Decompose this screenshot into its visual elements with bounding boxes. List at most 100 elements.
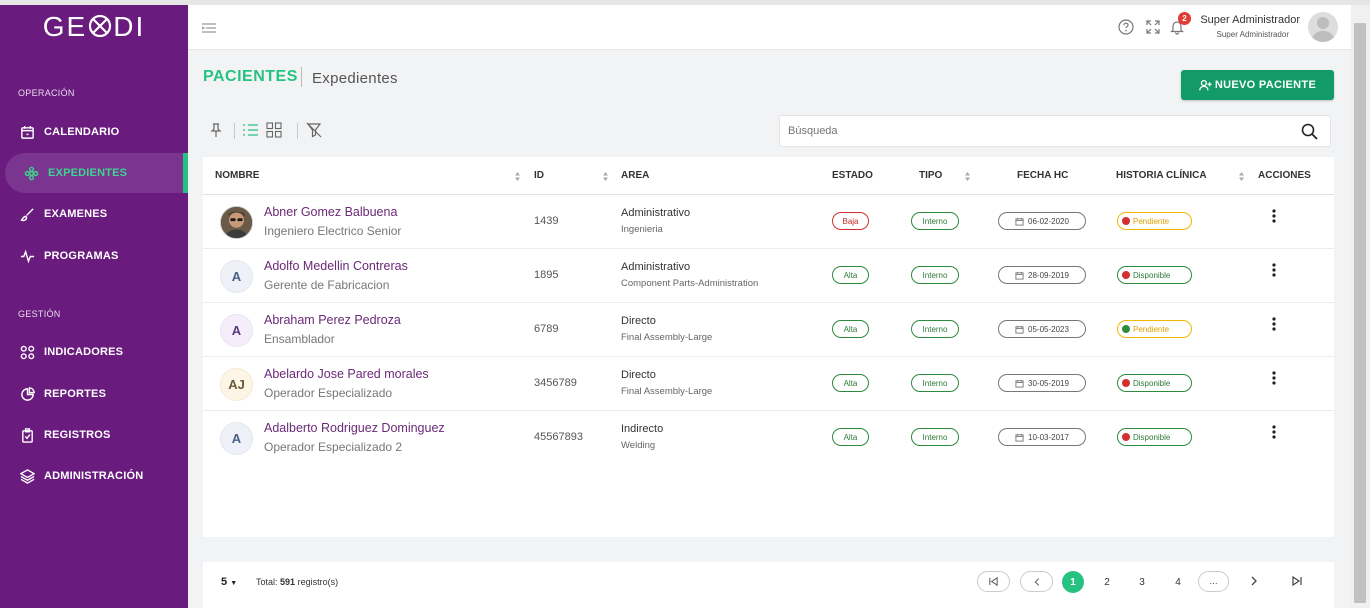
page-4-button[interactable]: 4 (1175, 576, 1181, 588)
column-header-historia-clinica[interactable]: HISTORIA CLÍNICA (1116, 170, 1207, 181)
type-badge: Interno (911, 428, 959, 446)
history-status-dot (1122, 433, 1130, 441)
sidebar-item-programas[interactable]: PROGRAMAS (0, 236, 188, 276)
more-pages-button[interactable]: ... (1198, 571, 1229, 592)
new-patient-button[interactable]: NUEVO PACIENTE (1181, 70, 1334, 100)
fullscreen-icon[interactable] (1145, 19, 1161, 35)
patients-table: NOMBRE ID AREA ESTADO TIPO FECHA HC HIST… (203, 157, 1334, 537)
sort-icon[interactable] (1238, 171, 1245, 182)
sidebar-item-reportes[interactable]: REPORTES (0, 374, 188, 414)
table-row[interactable]: A Abraham Perez Pedroza Ensamblador 6789… (203, 303, 1334, 357)
scrollbar-thumb[interactable] (1354, 23, 1366, 603)
patient-job: Ingeniero Electrico Senior (264, 224, 402, 238)
more-actions-icon[interactable] (1269, 262, 1279, 278)
clear-filter-icon[interactable] (306, 122, 322, 138)
notification-badge: 2 (1178, 12, 1191, 25)
calendar-icon (1015, 433, 1024, 442)
sidebar-item-label: ADMINISTRACIÓN (44, 470, 144, 482)
pin-icon[interactable] (208, 122, 224, 138)
sidebar-item-registros[interactable]: REGISTROS (0, 415, 188, 455)
page-scrollbar[interactable] (1351, 5, 1370, 608)
user-role: Super Administrador (1216, 30, 1289, 39)
toolbar-divider (297, 123, 298, 139)
patient-name[interactable]: Adolfo Medellin Contreras (264, 259, 408, 273)
table-row[interactable]: Abner Gomez Balbuena Ingeniero Electrico… (203, 195, 1334, 249)
history-status-dot (1122, 379, 1130, 387)
sidebar-item-label: EXPEDIENTES (48, 167, 128, 179)
column-header-id[interactable]: ID (534, 170, 544, 181)
sidebar-item-label: REPORTES (44, 388, 107, 400)
status-badge: Baja (832, 212, 869, 230)
table-row[interactable]: A Adalberto Rodriguez Dominguez Operador… (203, 411, 1334, 465)
first-page-button[interactable] (977, 571, 1010, 592)
first-page-icon (989, 576, 998, 587)
top-header: 2 Super Administrador Super Administrado… (188, 5, 1351, 50)
history-text: Pendiente (1133, 216, 1170, 226)
patient-name[interactable]: Abner Gomez Balbuena (264, 205, 398, 219)
patient-area: Administrativo (621, 207, 691, 219)
column-header-estado[interactable]: ESTADO (832, 170, 873, 181)
chevron-down-icon: ▼ (230, 580, 238, 587)
patient-id: 6789 (534, 323, 559, 335)
last-page-icon[interactable] (1290, 574, 1304, 588)
search-input[interactable] (779, 115, 1331, 147)
more-actions-icon[interactable] (1269, 208, 1279, 224)
pulse-icon (20, 249, 35, 263)
table-row[interactable]: AJ Abelardo Jose Pared morales Operador … (203, 357, 1334, 411)
page-3-button[interactable]: 3 (1139, 576, 1145, 588)
list-view-icon[interactable] (242, 122, 258, 138)
table-row[interactable]: A Adolfo Medellin Contreras Gerente de F… (203, 249, 1334, 303)
page-2-button[interactable]: 2 (1104, 576, 1110, 588)
sidebar-item-indicadores[interactable]: INDICADORES (0, 332, 188, 372)
date-text: 28-09-2019 (1028, 270, 1069, 280)
type-badge: Interno (911, 320, 959, 338)
date-badge: 30-05-2019 (998, 374, 1086, 392)
person-photo-icon (221, 207, 252, 238)
sidebar-item-administracion[interactable]: ADMINISTRACIÓN (0, 456, 188, 496)
history-text: Disponible (1133, 378, 1171, 388)
page-subtitle: Expedientes (312, 70, 398, 87)
logo-knot-icon (89, 14, 112, 38)
menu-toggle-icon[interactable] (202, 22, 216, 34)
page-1-button[interactable]: 1 (1062, 571, 1084, 593)
user-name[interactable]: Super Administrador (1200, 14, 1300, 26)
patient-name[interactable]: Adalberto Rodriguez Dominguez (264, 421, 445, 435)
patient-photo (220, 206, 253, 239)
column-header-area[interactable]: AREA (621, 170, 650, 181)
sidebar-item-calendario[interactable]: CALENDARIO (0, 112, 188, 152)
history-status-dot (1122, 325, 1130, 333)
history-text: Pendiente (1133, 324, 1170, 334)
user-avatar[interactable] (1308, 12, 1338, 42)
total-suffix: registro(s) (297, 577, 339, 587)
patient-subarea: Final Assembly-Large (621, 332, 713, 343)
sort-icon[interactable] (602, 171, 609, 182)
help-icon[interactable] (1118, 19, 1134, 35)
prev-page-button[interactable] (1020, 571, 1053, 592)
more-actions-icon[interactable] (1269, 424, 1279, 440)
more-actions-icon[interactable] (1269, 316, 1279, 332)
column-header-tipo[interactable]: TIPO (919, 170, 943, 181)
status-badge: Alta (832, 428, 869, 446)
search-icon[interactable] (1301, 123, 1318, 140)
date-badge: 05-05-2023 (998, 320, 1086, 338)
sort-icon[interactable] (964, 171, 971, 182)
chevron-left-icon (1034, 577, 1039, 586)
chevron-right-icon[interactable] (1247, 574, 1261, 588)
sidebar-item-examenes[interactable]: EXAMENES (0, 194, 188, 234)
column-header-fecha-hc[interactable]: FECHA HC (1017, 170, 1069, 181)
sidebar-item-expedientes[interactable]: EXPEDIENTES (5, 153, 188, 193)
total-records: Total: 591 registro(s) (256, 577, 338, 587)
patient-name[interactable]: Abelardo Jose Pared morales (264, 367, 429, 381)
patient-avatar: A (220, 422, 253, 455)
more-actions-icon[interactable] (1269, 370, 1279, 386)
date-badge: 28-09-2019 (998, 266, 1086, 284)
sort-icon[interactable] (514, 171, 521, 182)
patient-name[interactable]: Abraham Perez Pedroza (264, 313, 401, 327)
patient-subarea: Component Parts-Administration (621, 278, 759, 289)
app-logo[interactable]: GE DI (0, 11, 188, 43)
column-header-nombre[interactable]: NOMBRE (215, 170, 260, 181)
page-size-select[interactable]: 5 ▼ (221, 576, 237, 588)
patient-id: 45567893 (534, 431, 583, 443)
section-label-operacion: OPERACIÓN (18, 88, 75, 98)
grid-view-icon[interactable] (266, 122, 282, 138)
